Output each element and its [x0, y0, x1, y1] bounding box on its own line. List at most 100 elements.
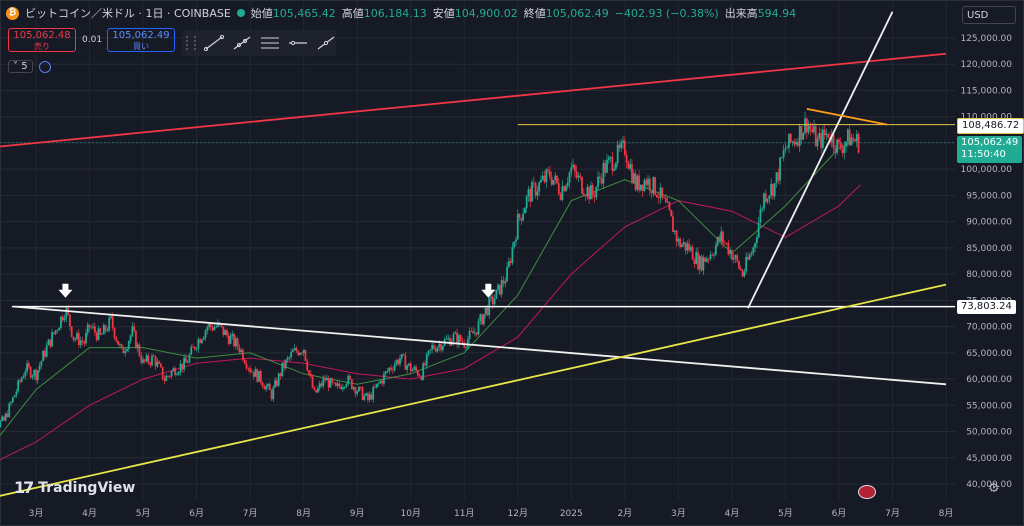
spread-value: 0.01 — [82, 35, 103, 45]
candle-body — [222, 326, 225, 335]
low-label: 安値 — [432, 7, 455, 20]
candle-body — [136, 344, 139, 349]
horizontal-line-tool-icon[interactable] — [288, 35, 308, 51]
short-moving-average — [0, 137, 861, 437]
candle-body — [45, 345, 48, 357]
candle-body — [256, 369, 259, 382]
candle-body — [85, 332, 87, 344]
candle-body — [120, 344, 123, 348]
candle-body — [839, 142, 842, 149]
candle-body — [215, 326, 218, 328]
candle-body — [566, 182, 569, 187]
candle-body — [843, 146, 846, 153]
indicator-toggle[interactable]: ˅ 5 — [8, 60, 51, 73]
candle-body — [247, 368, 250, 369]
candle-body — [838, 139, 840, 143]
candle-body — [272, 387, 275, 400]
candle-body — [623, 140, 626, 155]
candle-body — [468, 330, 471, 340]
candle-body — [688, 243, 690, 251]
candle-body — [181, 363, 184, 370]
chevron-down-icon[interactable]: ˅ 5 — [8, 60, 33, 73]
candle-body — [358, 386, 360, 392]
candle-body — [764, 193, 767, 202]
candle-body — [375, 383, 378, 388]
fib-tool-icon[interactable] — [260, 35, 280, 51]
short-ma-line — [0, 137, 861, 437]
candle-body — [290, 352, 293, 358]
sell-button[interactable]: 105,062.48 売り — [8, 28, 76, 52]
candle-body — [165, 375, 168, 381]
y-axis: 125,000.00120,000.00115,000.00110,000.00… — [960, 34, 1012, 490]
candle-body — [374, 386, 376, 388]
us-flag-icon[interactable] — [858, 485, 876, 499]
candle-body — [529, 189, 532, 202]
candle-body — [104, 325, 107, 331]
candle-body — [636, 175, 639, 190]
horizontal-levels[interactable] — [0, 124, 955, 308]
candle-body — [184, 357, 187, 363]
candle-body — [400, 354, 403, 359]
candle-body — [26, 363, 28, 372]
candle-body — [433, 345, 435, 349]
y-tick-label: 40,000.00 — [966, 480, 1012, 490]
candle-body — [377, 383, 380, 385]
candle-body — [497, 284, 500, 290]
candle-body — [31, 375, 34, 378]
candle-body — [77, 333, 80, 346]
candle-body — [126, 348, 128, 352]
extended-line-tool-icon[interactable] — [316, 35, 336, 51]
candle-body — [379, 380, 382, 384]
candle-body — [639, 184, 642, 191]
candle-body — [729, 250, 731, 255]
candle-body — [759, 209, 762, 223]
candle-body — [804, 118, 806, 133]
tradingview-logo[interactable]: 17 TradingView — [14, 478, 135, 497]
y-tick-label: 100,000.00 — [960, 165, 1012, 175]
close-value: 105,062.49 — [545, 7, 609, 20]
candle-body — [245, 363, 248, 369]
candle-body — [499, 284, 501, 295]
indicator-circle-icon[interactable] — [38, 60, 51, 73]
candle-body — [243, 360, 246, 364]
trendline-tool-icon[interactable] — [204, 35, 224, 51]
candle-body — [491, 296, 494, 305]
ray-tool-icon[interactable] — [232, 35, 252, 51]
candle-body — [261, 382, 264, 387]
candle-body — [675, 230, 678, 242]
x-tick-label: 4月 — [725, 508, 740, 519]
candle-body — [575, 171, 578, 178]
candle-body — [172, 368, 175, 372]
candle-body — [58, 327, 61, 331]
candle-body — [698, 256, 701, 270]
candle-body — [24, 371, 27, 377]
candle-body — [309, 373, 312, 377]
candle-body — [456, 332, 458, 345]
candle-body — [586, 186, 589, 197]
currency-selector[interactable]: USD — [962, 6, 1016, 24]
x-tick-label: 9月 — [350, 508, 365, 519]
candle-body — [481, 314, 483, 325]
candle-body — [197, 339, 200, 349]
candle-body — [595, 186, 598, 198]
buy-button[interactable]: 105,062.49 買い — [107, 28, 175, 52]
candle-body — [511, 247, 514, 263]
candle-body — [283, 362, 285, 369]
candle-body — [115, 337, 118, 341]
candle-body — [593, 195, 596, 198]
candle-body — [135, 330, 137, 349]
candle-body — [54, 330, 57, 334]
drag-handle-icon[interactable] — [186, 36, 196, 50]
candle-body — [206, 327, 209, 331]
candle-body — [836, 139, 839, 153]
candle-body — [757, 222, 760, 238]
gear-icon[interactable]: ⚙ — [988, 481, 1000, 496]
candle-body — [730, 250, 733, 260]
candle-body — [288, 357, 291, 359]
symbol-title[interactable]: ビットコイン／米ドル · 1日 · COINBASE — [25, 7, 231, 20]
trendlines[interactable] — [0, 11, 947, 500]
candle-body — [814, 126, 817, 147]
candle-body — [176, 374, 178, 376]
candle-body — [679, 238, 682, 247]
